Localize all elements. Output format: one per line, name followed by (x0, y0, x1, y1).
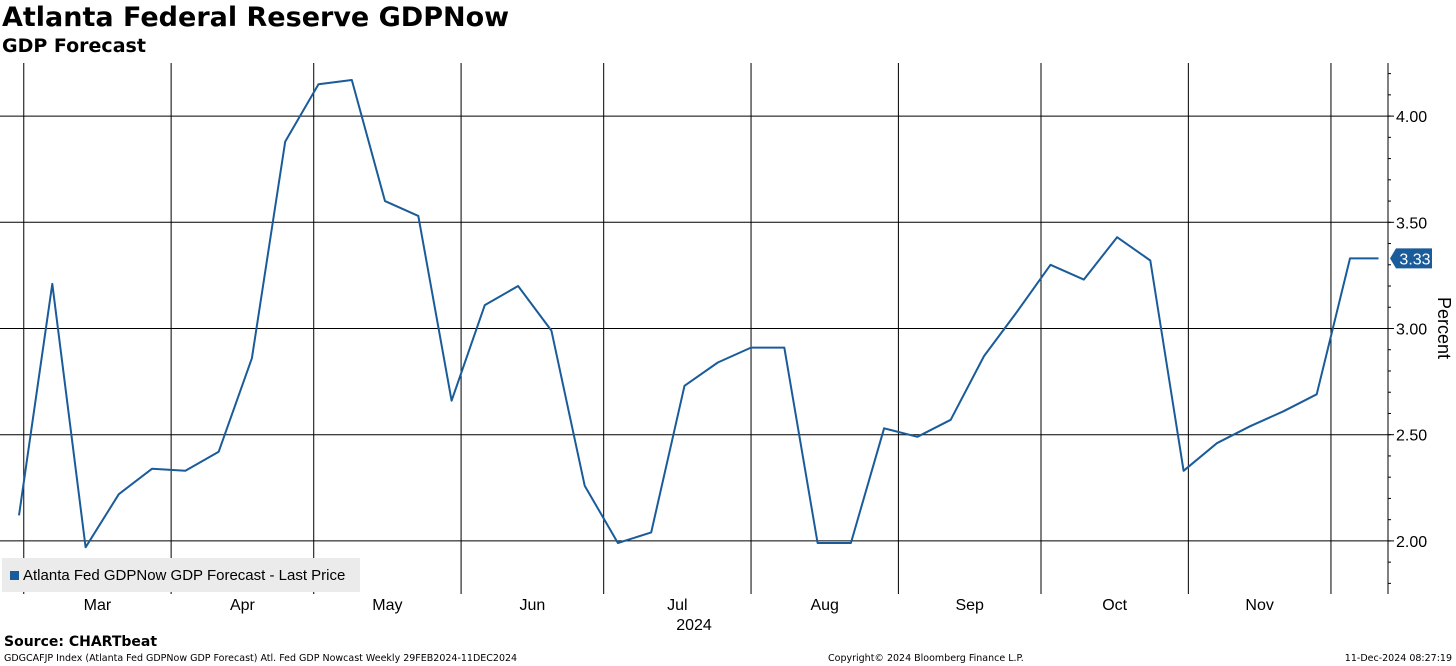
chart-title: Atlanta Federal Reserve GDPNow (2, 2, 510, 33)
x-tick-label: Apr (230, 597, 256, 614)
y-tick-label: 3.00 (1396, 322, 1427, 339)
data-point (218, 451, 220, 453)
data-point (584, 485, 586, 487)
x-tick-label: Jul (667, 597, 687, 614)
data-point (18, 514, 20, 516)
chart-subtitle: GDP Forecast (2, 35, 146, 57)
x-tick-label: May (372, 597, 402, 614)
data-point (384, 200, 386, 202)
data-point (1249, 425, 1251, 427)
legend-swatch (10, 570, 19, 580)
footer-timestamp: 11-Dec-2024 08:27:19 (1344, 653, 1452, 664)
last-value-tag (1390, 248, 1432, 269)
x-tick-label: Nov (1245, 597, 1273, 614)
data-point (550, 330, 552, 332)
data-point (1216, 442, 1218, 444)
grid-lines (0, 63, 1394, 594)
legend: Atlanta Fed GDPNow GDP Forecast - Last P… (2, 558, 360, 592)
series-line-gdpnow (18, 79, 1379, 549)
data-point (683, 385, 685, 387)
data-point (118, 493, 120, 495)
legend-label: Atlanta Fed GDPNow GDP Forecast - Last P… (23, 566, 346, 584)
data-point (1282, 410, 1284, 412)
x-tick-label: Oct (1102, 597, 1127, 614)
x-axis-ticks: Mar Apr May Jun Jul Aug Sep Oct Nov (84, 597, 1274, 614)
data-point (517, 285, 519, 287)
data-point (1349, 257, 1351, 259)
data-point (783, 347, 785, 349)
data-point (151, 468, 153, 470)
data-point (1083, 279, 1085, 281)
data-point (1116, 236, 1118, 238)
y-tick-label: 4.00 (1396, 109, 1427, 126)
data-point (750, 347, 752, 349)
data-point (983, 355, 985, 357)
data-point (451, 400, 453, 402)
data-point (617, 542, 619, 544)
data-point (284, 141, 286, 143)
data-point (916, 436, 918, 438)
data-point (817, 542, 819, 544)
last-value-label: 3.33 (1399, 251, 1430, 268)
data-point (417, 215, 419, 217)
x-tick-label: Aug (810, 597, 838, 614)
data-point (1149, 260, 1151, 262)
data-point (1016, 311, 1018, 313)
last-value-marker: 3.33 (1390, 248, 1432, 269)
series-layer (18, 79, 1379, 549)
data-point (51, 283, 53, 285)
data-point (184, 470, 186, 472)
data-point (1316, 393, 1318, 395)
x-tick-label: Sep (955, 597, 984, 614)
data-point (717, 361, 719, 363)
data-point (317, 83, 319, 85)
footer-index-info: GDGCAFJP Index (Atlanta Fed GDPNow GDP F… (4, 653, 518, 664)
footer-copyright: Copyright© 2024 Bloomberg Finance L.P. (828, 653, 1024, 664)
data-point (883, 427, 885, 429)
y-axis-ticks: 2.00 2.50 3.00 3.50 4.00 (1396, 109, 1427, 551)
data-point (351, 79, 353, 81)
data-point (1050, 264, 1052, 266)
y-tick-label: 3.50 (1396, 215, 1427, 232)
y-axis-label: Percent (1434, 297, 1454, 359)
source-note: Source: CHARTbeat (4, 634, 158, 650)
x-axis-year-label: 2024 (676, 617, 712, 634)
y-tick-label: 2.50 (1396, 428, 1427, 445)
data-point (484, 304, 486, 306)
data-point (85, 546, 87, 548)
data-point (1377, 257, 1379, 259)
x-tick-label: Jun (519, 597, 545, 614)
data-point (850, 542, 852, 544)
data-point (950, 419, 952, 421)
x-tick-label: Mar (84, 597, 112, 614)
data-point (1183, 470, 1185, 472)
data-point (650, 531, 652, 533)
y-tick-label: 2.00 (1396, 534, 1427, 551)
data-point (251, 357, 253, 359)
